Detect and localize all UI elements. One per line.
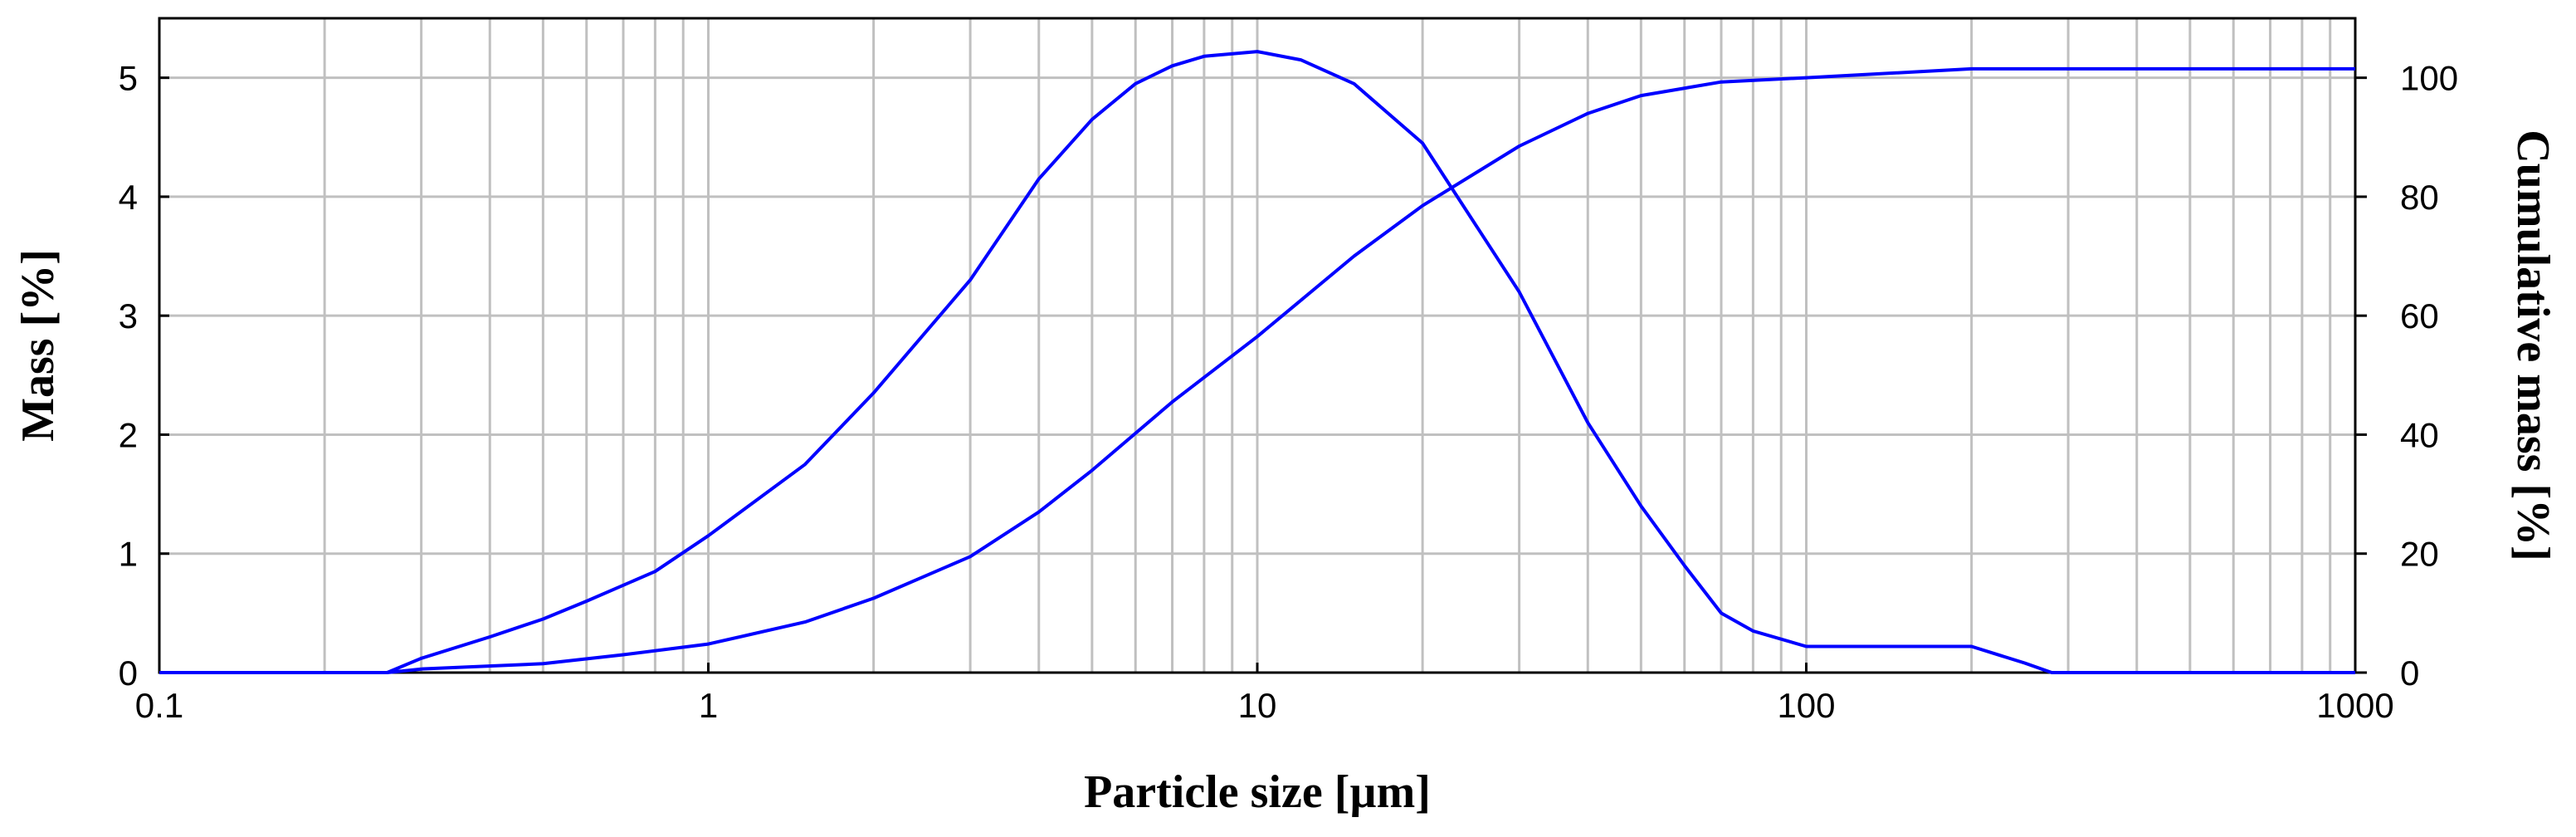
x-tick-label: 100 (1777, 686, 1835, 725)
series-layer (159, 50, 2355, 674)
y2-axis-title: Cumulative mass [%] (2507, 130, 2559, 561)
y2-tick-label: 80 (2400, 178, 2439, 217)
x-tick-label: 0.1 (135, 686, 183, 725)
y-tick-label: 3 (119, 296, 138, 335)
y-tick-label: 4 (119, 178, 138, 217)
x-tick-label: 10 (1238, 686, 1277, 725)
y2-tick-label: 100 (2400, 59, 2458, 98)
grid-lines (159, 18, 2355, 673)
x-axis-title: Particle size [µm] (1084, 766, 1431, 818)
y-axis-title: Mass [%] (12, 249, 64, 442)
y2-tick-label: 20 (2400, 535, 2439, 574)
y-tick-label: 5 (119, 59, 138, 98)
y2-tick-label: 40 (2400, 415, 2439, 454)
y2-tick-label: 60 (2400, 296, 2439, 335)
y-tick-label: 2 (119, 415, 138, 454)
x-tick-label: 1000 (2316, 686, 2393, 725)
y2-tick-label: 0 (2400, 653, 2419, 693)
y-tick-label: 1 (119, 535, 138, 574)
mass-distribution-line (159, 50, 2355, 674)
cumulative-mass-line (159, 66, 2355, 674)
x-tick-label: 1 (699, 686, 718, 725)
y-tick-label: 0 (119, 653, 138, 693)
